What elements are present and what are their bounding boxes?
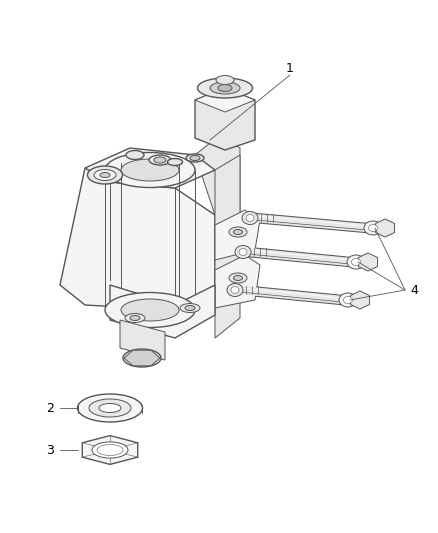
Ellipse shape [198, 78, 252, 98]
Text: 1: 1 [286, 61, 294, 75]
Polygon shape [375, 219, 395, 237]
Polygon shape [124, 350, 160, 366]
Ellipse shape [121, 159, 179, 181]
Polygon shape [215, 255, 260, 308]
Ellipse shape [190, 156, 200, 160]
Polygon shape [195, 88, 255, 112]
Ellipse shape [186, 154, 204, 162]
Ellipse shape [105, 293, 195, 327]
Ellipse shape [130, 352, 154, 364]
Polygon shape [350, 291, 370, 309]
Ellipse shape [233, 230, 243, 235]
Ellipse shape [233, 276, 243, 280]
Ellipse shape [246, 214, 254, 222]
Ellipse shape [92, 442, 128, 458]
Ellipse shape [185, 305, 195, 311]
Polygon shape [215, 210, 260, 260]
Ellipse shape [130, 316, 140, 320]
Polygon shape [215, 155, 240, 310]
Ellipse shape [78, 394, 142, 422]
Ellipse shape [339, 293, 357, 307]
Ellipse shape [167, 158, 183, 166]
Ellipse shape [347, 255, 365, 269]
Ellipse shape [216, 76, 234, 85]
Ellipse shape [227, 284, 243, 296]
Ellipse shape [364, 221, 382, 235]
Polygon shape [110, 285, 215, 338]
Ellipse shape [123, 349, 161, 367]
Ellipse shape [218, 85, 232, 92]
Polygon shape [358, 253, 378, 271]
Ellipse shape [352, 259, 360, 265]
Ellipse shape [210, 82, 240, 94]
Ellipse shape [368, 224, 378, 231]
Ellipse shape [235, 246, 251, 259]
Polygon shape [195, 88, 255, 150]
Ellipse shape [154, 157, 166, 163]
Polygon shape [85, 148, 215, 188]
Ellipse shape [231, 287, 239, 294]
Text: 4: 4 [410, 284, 418, 296]
Ellipse shape [242, 212, 258, 224]
Ellipse shape [105, 152, 195, 188]
Ellipse shape [99, 403, 121, 413]
Ellipse shape [121, 299, 179, 321]
Text: 3: 3 [46, 443, 54, 456]
Polygon shape [215, 268, 240, 338]
Ellipse shape [100, 173, 110, 177]
Ellipse shape [89, 399, 131, 417]
Ellipse shape [239, 248, 247, 255]
Ellipse shape [126, 150, 144, 159]
Text: 2: 2 [46, 401, 54, 415]
Ellipse shape [88, 166, 123, 184]
Ellipse shape [94, 169, 116, 181]
Ellipse shape [229, 227, 247, 237]
Polygon shape [60, 168, 215, 310]
Polygon shape [82, 435, 138, 464]
Polygon shape [195, 135, 240, 228]
Ellipse shape [180, 303, 200, 312]
Ellipse shape [125, 313, 145, 322]
Ellipse shape [229, 273, 247, 283]
Polygon shape [120, 320, 165, 360]
Ellipse shape [343, 296, 353, 303]
Ellipse shape [149, 155, 171, 165]
